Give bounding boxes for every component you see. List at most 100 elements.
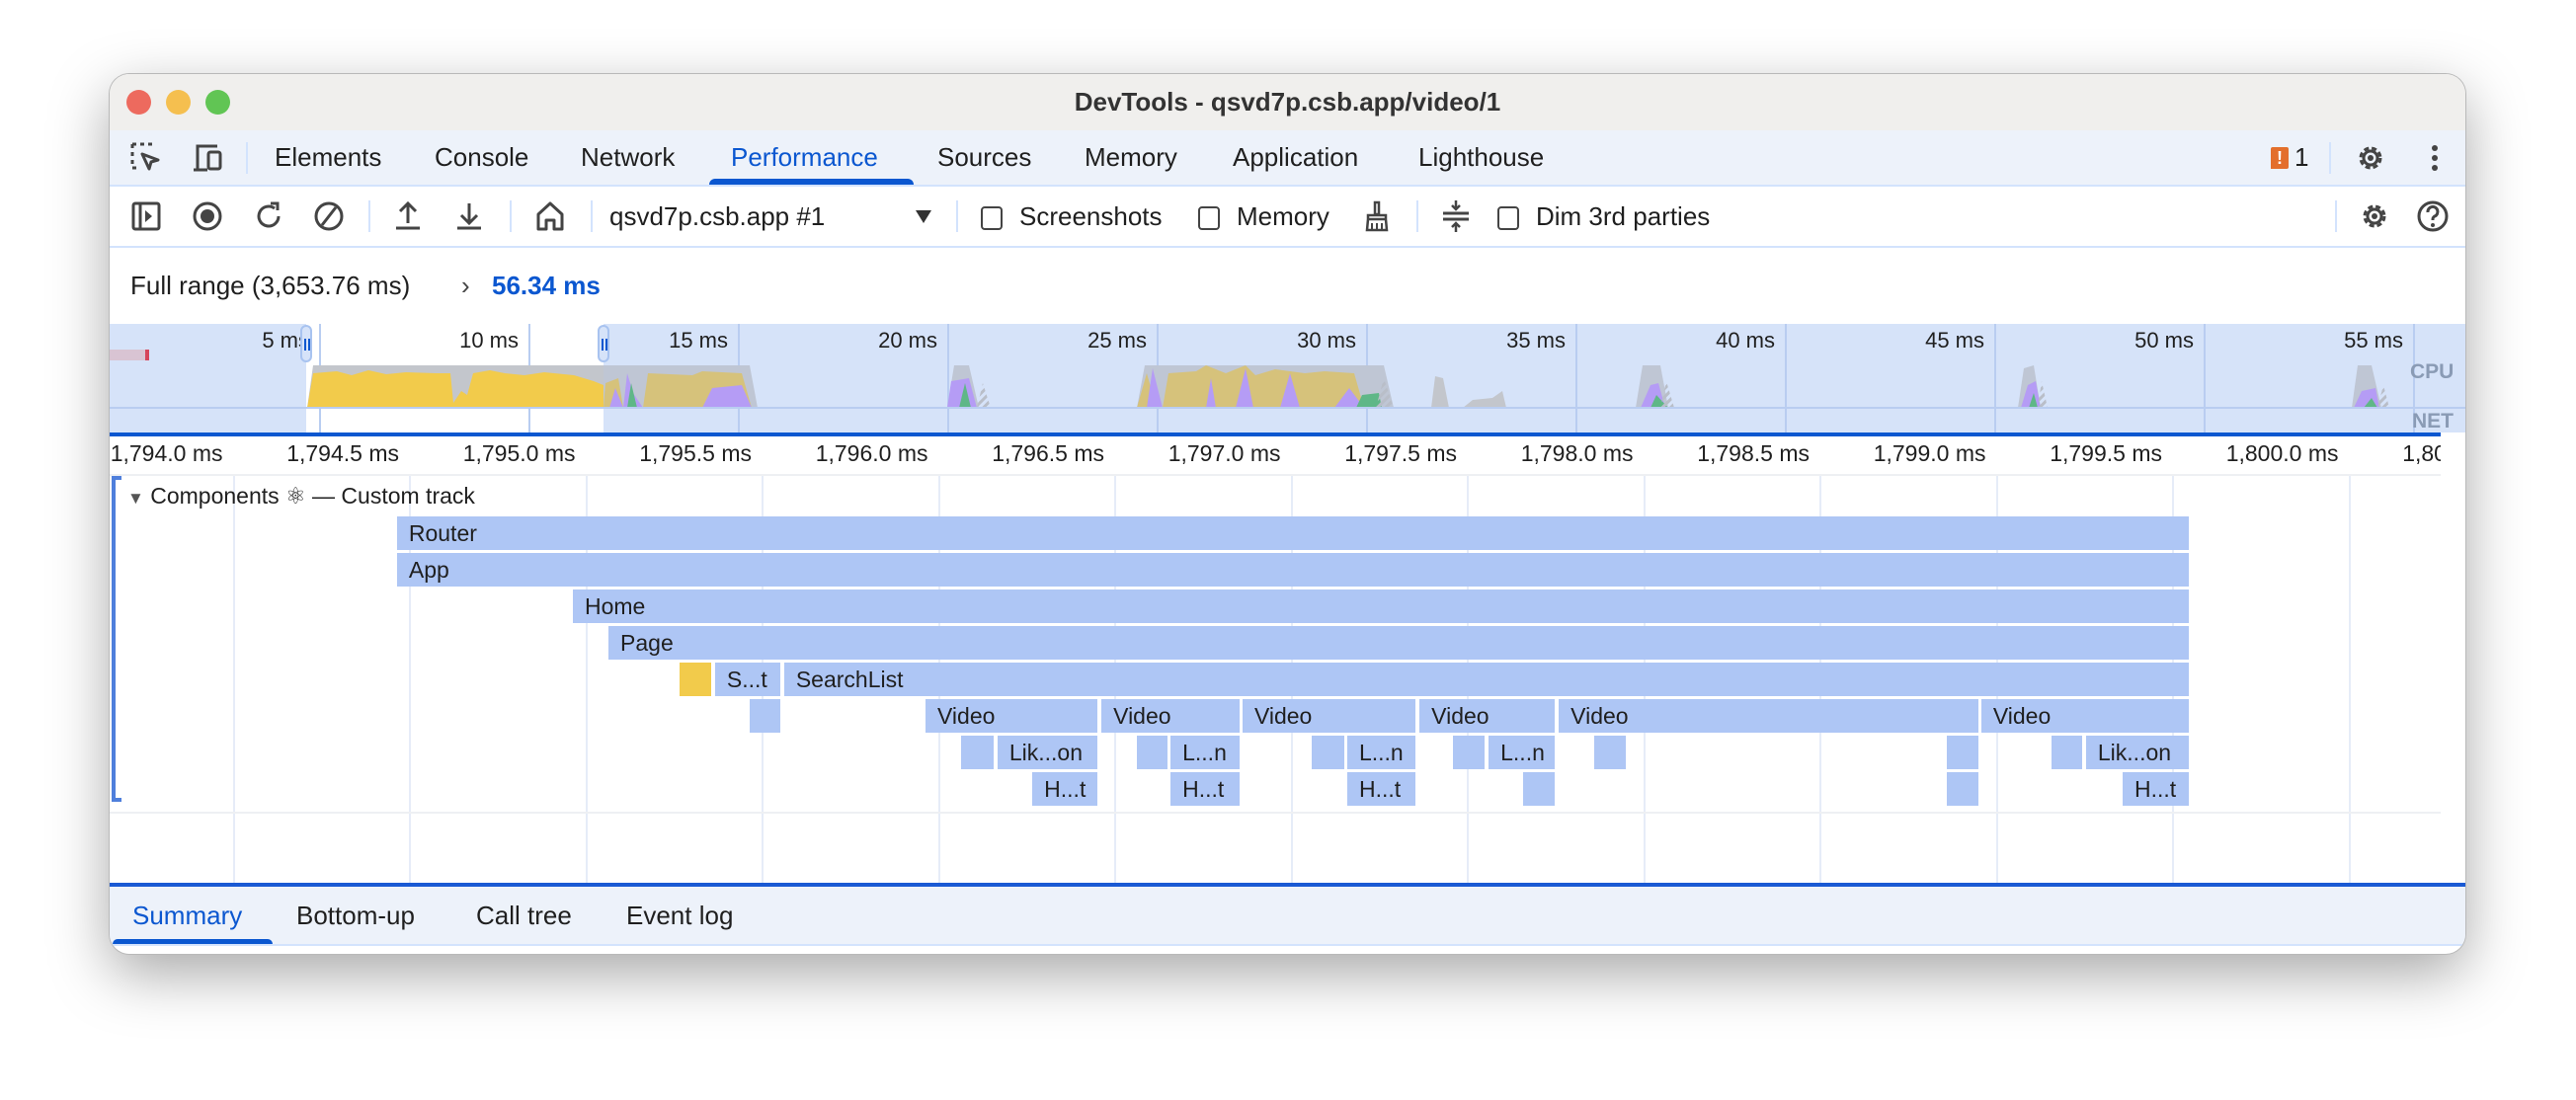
tab-performance[interactable]: Performance <box>731 142 878 172</box>
zoom-window-button[interactable] <box>205 90 230 115</box>
flame-bar-home[interactable]: Home <box>573 589 2189 623</box>
screenshots-label[interactable]: Screenshots <box>1019 201 1163 231</box>
overview-gridline <box>1575 324 1577 432</box>
flame-bar-app[interactable]: App <box>396 553 2189 587</box>
ruler-gridline <box>585 474 588 884</box>
memory-label[interactable]: Memory <box>1237 201 1329 231</box>
flame-bar-video[interactable]: Video <box>1101 699 1240 733</box>
tab-bottom-up[interactable]: Bottom-up <box>296 901 415 930</box>
close-window-button[interactable] <box>126 90 151 115</box>
overview-divider <box>110 432 2441 436</box>
help-icon[interactable] <box>2416 199 2450 233</box>
track-header[interactable]: ▼ Components ⚛ — Custom track <box>127 483 475 510</box>
divider <box>2335 200 2337 232</box>
tab-elements[interactable]: Elements <box>275 142 382 172</box>
flame-bar[interactable] <box>680 663 712 696</box>
breadcrumb-full-range[interactable]: Full range (3,653.76 ms) <box>130 271 411 300</box>
custom-track: ▼ Components ⚛ — Custom track Router App H… <box>110 474 2441 814</box>
capture-settings-icon[interactable] <box>2358 199 2391 233</box>
overview-gridline <box>2413 324 2415 432</box>
minimize-window-button[interactable] <box>166 90 191 115</box>
target-select[interactable]: qsvd7p.csb.app #1 <box>604 187 939 246</box>
flame-bar-video[interactable]: Video <box>1559 699 1979 733</box>
net-label: NET <box>2412 410 2454 432</box>
flame-bar[interactable] <box>1523 772 1556 806</box>
flame-bar[interactable] <box>1593 736 1627 769</box>
dim-3rd-parties-label[interactable]: Dim 3rd parties <box>1536 201 1711 231</box>
cpu-graph-segment <box>1636 365 1674 408</box>
tab-network[interactable]: Network <box>581 142 676 172</box>
overview-tick-label: 30 ms <box>1297 328 1356 353</box>
memory-checkbox[interactable] <box>1198 206 1220 230</box>
ruler-tick-label: 1,794.0 ms <box>110 440 223 466</box>
inspect-element-icon[interactable] <box>129 141 163 175</box>
flame-bar-video[interactable]: Video <box>926 699 1097 733</box>
overview-tick-label: 40 ms <box>1716 328 1775 353</box>
tab-sources[interactable]: Sources <box>937 142 1032 172</box>
divider <box>2329 142 2331 174</box>
issues-button[interactable]: ! 1 <box>2269 130 2318 185</box>
device-toolbar-icon[interactable] <box>191 141 224 175</box>
overview-tick-label: 50 ms <box>2134 328 2194 353</box>
flame-bar[interactable] <box>961 736 995 769</box>
flame-bar[interactable] <box>1453 736 1485 769</box>
flame-bar-h-t[interactable]: H...t <box>2123 772 2189 806</box>
flame-bar-s-t[interactable]: S...t <box>714 663 781 696</box>
flame-bar[interactable] <box>1946 772 1979 806</box>
overview-tick-label: 15 ms <box>669 328 728 353</box>
tab-call-tree[interactable]: Call tree <box>476 901 572 930</box>
flame-bar[interactable] <box>1946 736 1979 769</box>
divider <box>368 200 370 232</box>
tab-console[interactable]: Console <box>435 142 529 172</box>
flame-bar-searchlist[interactable]: SearchList <box>783 663 2189 696</box>
screenshots-checkbox[interactable] <box>981 206 1003 230</box>
collapse-track-icon[interactable] <box>1439 199 1473 233</box>
flame-bar-l-n[interactable]: L...n <box>1170 736 1240 769</box>
ruler-tick-label: 1,795.0 ms <box>462 440 576 466</box>
tab-lighthouse[interactable]: Lighthouse <box>1418 142 1545 172</box>
flame-bar-l-n[interactable]: L...n <box>1489 736 1556 769</box>
flame-bar-router[interactable]: Router <box>396 516 2189 550</box>
tab-application[interactable]: Application <box>1233 142 1359 172</box>
flame-bar[interactable] <box>1311 736 1344 769</box>
tab-summary[interactable]: Summary <box>132 901 243 930</box>
download-icon[interactable] <box>452 199 486 233</box>
flame-bar[interactable] <box>2051 736 2083 769</box>
garbage-collect-broom-icon[interactable] <box>1360 199 1394 233</box>
flame-bar-video[interactable]: Video <box>1419 699 1556 733</box>
upload-icon[interactable] <box>391 199 425 233</box>
settings-icon[interactable] <box>2354 141 2387 175</box>
flame-bar[interactable] <box>1136 736 1168 769</box>
ruler-tick-label: 1,797.5 ms <box>1344 440 1457 466</box>
selection-handle-left[interactable] <box>300 325 313 362</box>
flame-bar-video[interactable]: Video <box>1980 699 2189 733</box>
flame-bar-lik-on[interactable]: Lik...on <box>2085 736 2189 769</box>
issues-count: 1 <box>2294 142 2309 172</box>
tab-memory[interactable]: Memory <box>1085 142 1177 172</box>
reload-icon[interactable] <box>252 199 285 233</box>
sidebar-toggle-icon[interactable] <box>129 199 163 233</box>
flame-bar-lik-on[interactable]: Lik...on <box>997 736 1097 769</box>
flame-bar-h-t[interactable]: H...t <box>1032 772 1097 806</box>
selection-handle-right[interactable] <box>598 325 610 362</box>
more-vert-icon[interactable] <box>2418 141 2452 175</box>
clear-icon[interactable] <box>312 199 346 233</box>
tab-event-log[interactable]: Event log <box>626 901 734 930</box>
cpu-graph-segment <box>1137 365 1506 408</box>
breadcrumb-current-range[interactable]: 56.34 ms <box>492 271 601 300</box>
flame-bar-l-n[interactable]: L...n <box>1346 736 1415 769</box>
home-icon[interactable] <box>533 199 567 233</box>
flame-bar[interactable] <box>749 699 781 733</box>
timeline-overview[interactable]: 5 ms 10 ms 15 ms 20 ms 25 ms 30 ms 35 ms 40 ms 4… <box>110 324 2465 432</box>
record-icon[interactable] <box>191 199 224 233</box>
flame-bar-h-t[interactable]: H...t <box>1170 772 1240 806</box>
ruler-tick-label: 1,798.5 ms <box>1697 440 1810 466</box>
bottom-panel-divider[interactable] <box>110 883 2465 887</box>
flame-bar-page[interactable]: Page <box>608 626 2189 660</box>
dim-3rd-parties-checkbox[interactable] <box>1497 206 1519 230</box>
expand-triangle-icon[interactable]: ▼ <box>127 489 144 508</box>
flame-bar-h-t[interactable]: H...t <box>1346 772 1415 806</box>
overview-marker-end <box>145 350 149 360</box>
ruler-tick-label: 1,799.5 ms <box>2050 440 2162 466</box>
flame-bar-video[interactable]: Video <box>1242 699 1415 733</box>
